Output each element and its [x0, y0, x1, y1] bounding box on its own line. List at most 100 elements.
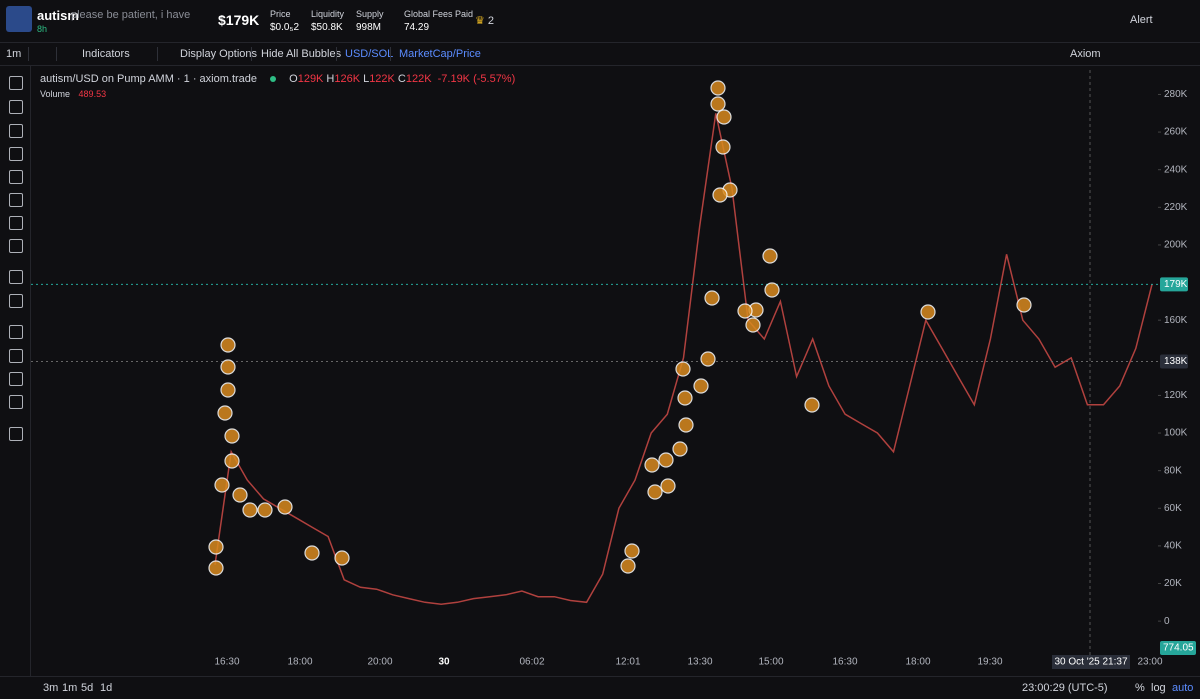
- trade-bubble: [710, 96, 726, 112]
- tool-icon[interactable]: [9, 100, 23, 114]
- token-logo: [6, 6, 32, 32]
- indicators-button[interactable]: Indicators: [82, 48, 130, 60]
- volume-label: Volume: [40, 89, 71, 99]
- volume-tag: [1160, 641, 1196, 655]
- trade-bubble: [1016, 297, 1032, 313]
- range-button[interactable]: 3m: [43, 682, 59, 694]
- stat-value: $50.8K: [311, 22, 343, 33]
- hide-bubbles-button[interactable]: Hide All Bubbles: [261, 48, 342, 60]
- auto-toggle[interactable]: auto: [1172, 682, 1194, 694]
- tool-icon[interactable]: [9, 349, 23, 363]
- price-tag: [1160, 354, 1188, 369]
- trade-bubble: [678, 417, 694, 433]
- trade-bubble: [693, 378, 709, 394]
- trade-bubble: [242, 502, 258, 518]
- trade-bubble: [224, 453, 240, 469]
- toolbar: 1m Indicators Display Options Hide All B…: [0, 43, 1200, 66]
- y-tick-label: 220K: [1164, 202, 1188, 213]
- trade-bubble: [712, 187, 728, 203]
- drawing-toolbar: [0, 66, 31, 676]
- x-tick-label: 18:00: [905, 657, 930, 668]
- y-tick-label: 20K: [1164, 578, 1182, 589]
- x-tick-label: 15:00: [758, 657, 783, 668]
- stat-value: 998M: [356, 22, 382, 33]
- layout-select[interactable]: Axiom: [1070, 48, 1101, 60]
- alert-button[interactable]: Alert: [1130, 14, 1153, 26]
- tool-icon[interactable]: [9, 193, 23, 207]
- change: -7.19K (-5.57%): [437, 73, 516, 85]
- status-dot: [270, 76, 277, 82]
- ohlc-label: L: [363, 73, 370, 85]
- currency-toggle[interactable]: USD/SOL: [345, 48, 394, 60]
- trade-bubble: [224, 428, 240, 444]
- stat-value: $0.0₅2: [270, 22, 300, 33]
- range-button[interactable]: 1m: [62, 682, 78, 694]
- token-age: 8h: [37, 24, 48, 34]
- header: autism please be patient, i have 8h $179…: [0, 0, 1200, 43]
- range-button[interactable]: 5d: [81, 682, 94, 694]
- trade-bubble: [220, 382, 236, 398]
- tool-icon[interactable]: [9, 294, 23, 308]
- trade-bubble: [647, 484, 663, 500]
- stat-label: Liquidity: [311, 9, 345, 19]
- tool-icon[interactable]: [9, 216, 23, 230]
- trade-bubble: [217, 405, 233, 421]
- y-tick-label: 0: [1164, 616, 1170, 627]
- trade-bubble: [334, 550, 350, 566]
- trade-bubble: [660, 478, 676, 494]
- crosshair-label-bg: [1052, 655, 1130, 669]
- ohlc-value: 122K: [405, 73, 432, 85]
- log-toggle[interactable]: log: [1151, 682, 1166, 694]
- footer: 3m 1m 5d 1d 23:00:29 (UTC-5) % log auto: [0, 676, 1200, 699]
- trade-bubble: [710, 80, 726, 96]
- x-tick-label: 18:00: [287, 657, 312, 668]
- trade-bubble: [677, 390, 693, 406]
- ohlc-value: 126K: [334, 73, 361, 85]
- tool-icon[interactable]: [9, 395, 23, 409]
- y-tick-label: 100K: [1164, 428, 1188, 439]
- price-line: [214, 113, 1153, 605]
- trade-bubble: [762, 248, 778, 264]
- percent-toggle[interactable]: %: [1135, 682, 1145, 694]
- tool-icon[interactable]: [9, 427, 23, 441]
- range-button[interactable]: 1d: [100, 682, 113, 694]
- trade-bubble: [304, 545, 320, 561]
- token-description: please be patient, i have: [71, 9, 191, 21]
- y-tick-label: 80K: [1164, 465, 1182, 476]
- stat-label: Global Fees Paid: [404, 9, 474, 19]
- tool-icon[interactable]: [9, 325, 23, 339]
- trade-bubble: [675, 361, 691, 377]
- tool-icon[interactable]: [9, 170, 23, 184]
- x-tick-label: 12:01: [615, 657, 640, 668]
- ohlc-label: C: [397, 73, 406, 85]
- trade-bubble: [764, 282, 780, 298]
- stat-value: 74.29: [404, 22, 430, 33]
- y-tick-label: 260K: [1164, 127, 1188, 138]
- x-tick-label: 06:02: [519, 657, 544, 668]
- tool-icon[interactable]: [9, 76, 23, 90]
- y-tick-label: 240K: [1164, 164, 1188, 175]
- x-tick-label: 30: [438, 657, 450, 668]
- tool-icon[interactable]: [9, 372, 23, 386]
- token-name: autism: [37, 8, 79, 23]
- trade-bubble: [620, 558, 636, 574]
- tool-icon[interactable]: [9, 124, 23, 138]
- mode-toggle[interactable]: MarketCap/Price: [399, 48, 481, 60]
- price-tag: [1160, 277, 1188, 292]
- tool-icon[interactable]: [9, 147, 23, 161]
- y-tick-label: 60K: [1164, 503, 1182, 514]
- interval-button[interactable]: 1m: [6, 48, 22, 60]
- display-options-button[interactable]: Display Options: [180, 48, 258, 60]
- trade-bubble: [716, 109, 732, 125]
- ohlc-value: 129K: [297, 73, 324, 85]
- market-cap: $179K: [218, 12, 260, 28]
- ohlc-label: H: [326, 73, 335, 85]
- y-tick-label: 40K: [1164, 541, 1182, 552]
- tool-icon[interactable]: [9, 270, 23, 284]
- trade-bubble: [232, 487, 248, 503]
- volume-value: 489.53: [78, 89, 107, 99]
- trade-bubble: [214, 477, 230, 493]
- tool-icon[interactable]: [9, 239, 23, 253]
- trade-bubble: [624, 543, 640, 559]
